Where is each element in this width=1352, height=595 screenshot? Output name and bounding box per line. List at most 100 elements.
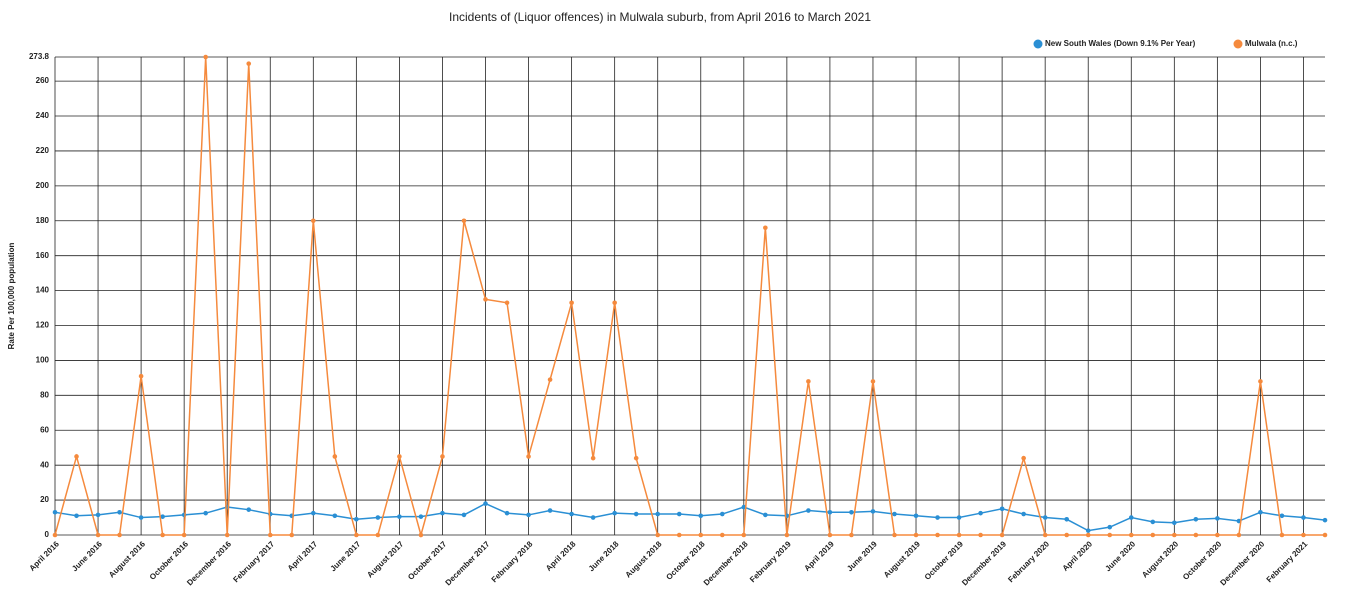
point: [1215, 516, 1220, 521]
point: [806, 379, 811, 384]
point: [849, 510, 854, 515]
point: [160, 532, 165, 538]
point: [719, 511, 725, 517]
point: [1193, 532, 1199, 538]
point: [633, 455, 639, 461]
point: [698, 532, 704, 538]
point: [827, 532, 833, 538]
chart-title: Incidents of (Liquor offences) in Mulwal…: [449, 10, 871, 24]
point: [289, 532, 295, 538]
point: [311, 510, 316, 516]
point: [1301, 532, 1306, 538]
legend-swatch: [1033, 39, 1043, 49]
y-axis-label: Rate Per 100,000 population: [7, 243, 16, 350]
point: [978, 532, 983, 538]
point: [763, 225, 768, 231]
point: [354, 532, 359, 538]
x-tick-label: February 2018: [490, 539, 535, 584]
x-tick-label: December 2017: [444, 539, 492, 587]
point: [1042, 532, 1048, 538]
point: [95, 532, 101, 538]
point: [246, 507, 252, 512]
x-tick-label: October 2017: [406, 539, 449, 582]
legend-label: New South Wales (Down 9.1% Per Year): [1045, 39, 1196, 48]
point: [1064, 516, 1069, 522]
x-tick-label: August 2016: [107, 539, 147, 579]
x-tick-label: April 2020: [1061, 539, 1095, 573]
x-tick-label: February 2021: [1265, 539, 1310, 584]
point: [935, 515, 940, 520]
point: [1301, 515, 1306, 520]
point: [1172, 532, 1177, 538]
point: [870, 509, 876, 514]
point: [956, 515, 962, 520]
x-tick-label: June 2020: [1103, 539, 1137, 573]
y-tick-label: 180: [36, 216, 50, 225]
point: [1107, 524, 1113, 530]
x-tick-label: June 2016: [70, 539, 104, 573]
point: [526, 454, 531, 459]
y-tick-label: 200: [36, 181, 50, 190]
point: [117, 510, 122, 515]
point: [246, 61, 252, 66]
x-tick-label: April 2019: [802, 539, 836, 573]
point: [418, 532, 424, 538]
point: [870, 379, 876, 384]
x-tick-label: February 2017: [231, 539, 276, 584]
y-tick-label: 20: [40, 495, 49, 504]
point: [999, 506, 1005, 512]
y-tick-label: 80: [40, 390, 49, 399]
point: [1107, 532, 1113, 538]
point: [267, 532, 273, 538]
x-tick-label: August 2019: [882, 539, 922, 579]
point: [806, 508, 811, 513]
point: [1150, 519, 1156, 525]
x-tick-label: April 2016: [27, 539, 61, 573]
point: [763, 512, 768, 518]
y-tick-label: 100: [36, 356, 50, 365]
point: [1193, 516, 1199, 522]
series-line: [54, 502, 1326, 532]
point: [1021, 511, 1026, 517]
x-tick-label: December 2020: [1218, 539, 1266, 587]
point: [203, 54, 208, 60]
point: [375, 532, 381, 538]
point: [160, 514, 165, 519]
point: [590, 515, 596, 520]
x-tick-label: October 2018: [664, 539, 707, 582]
point: [461, 512, 467, 518]
point: [418, 514, 424, 519]
x-tick-label: August 2017: [365, 539, 405, 579]
point: [1322, 532, 1328, 538]
x-tick-label: June 2019: [845, 539, 879, 573]
point: [224, 532, 230, 538]
point: [1215, 532, 1220, 538]
point: [332, 513, 338, 519]
y-tick-label: 160: [36, 251, 50, 260]
point: [203, 510, 208, 516]
x-tick-label: April 2017: [286, 539, 320, 573]
y-tick-label: 140: [36, 286, 50, 295]
point: [1021, 455, 1026, 461]
y-tick-label: 260: [36, 76, 50, 85]
point: [526, 512, 531, 518]
x-tick-label: August 2020: [1140, 539, 1180, 579]
point: [74, 454, 79, 459]
point: [440, 454, 445, 459]
point: [655, 511, 661, 517]
x-tick-label: April 2018: [544, 539, 578, 573]
point: [375, 515, 381, 520]
point: [569, 511, 574, 517]
x-tick-label: December 2016: [185, 539, 233, 587]
x-tick-label: August 2018: [624, 539, 664, 579]
point: [547, 377, 553, 382]
x-tick-label: February 2020: [1006, 539, 1051, 584]
point: [892, 511, 897, 517]
point: [676, 532, 682, 538]
point: [1085, 532, 1091, 538]
point: [935, 532, 940, 538]
point: [117, 532, 122, 538]
point: [569, 300, 574, 306]
